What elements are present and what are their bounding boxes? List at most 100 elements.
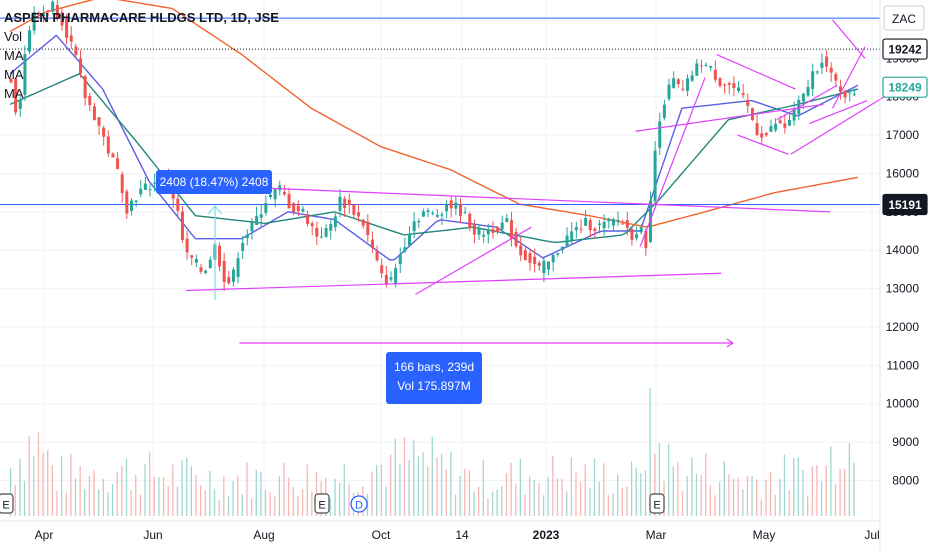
candle-body	[644, 230, 648, 249]
trendline[interactable]	[809, 100, 868, 125]
candle-body	[14, 78, 18, 113]
candle-body	[732, 83, 736, 89]
trendline[interactable]	[186, 272, 722, 292]
volume-bar	[732, 478, 735, 516]
measure-drawing[interactable]	[207, 205, 734, 348]
x-tick-label: Jun	[143, 528, 162, 542]
candle-body	[310, 223, 314, 227]
indicator-ma1-label[interactable]: MA	[4, 48, 24, 63]
volume-bar	[686, 476, 688, 516]
symbol-title[interactable]: ASPEN PHARMACARE HLDGS LTD, 1D, JSE	[4, 10, 279, 25]
price-badge[interactable]	[882, 38, 928, 60]
candle-body	[838, 86, 842, 92]
volume-bar	[51, 465, 54, 516]
y-tick-label: 10000	[886, 397, 920, 411]
volume-bar	[603, 463, 605, 516]
volume-bar	[552, 455, 554, 516]
measure-bars-badge[interactable]: 166 bars, 239d Vol 175.897M	[386, 352, 482, 404]
ma-line	[9, 72, 859, 244]
candle-body	[713, 69, 717, 80]
volume-bar	[65, 492, 67, 516]
volume-bar	[626, 486, 628, 516]
candle-body	[319, 236, 323, 238]
moving-averages	[9, 0, 859, 261]
volume-bar	[468, 470, 471, 516]
volume-bar	[797, 457, 800, 516]
currency-box[interactable]	[883, 5, 925, 31]
trendline[interactable]	[635, 103, 824, 132]
volume-bar	[422, 452, 424, 516]
candle-body	[686, 78, 690, 91]
trendline[interactable]	[832, 19, 866, 59]
candle-body	[384, 274, 388, 284]
price-badge[interactable]	[882, 193, 928, 216]
price-badge[interactable]	[882, 76, 928, 98]
trendline[interactable]	[415, 226, 532, 295]
candle-body	[551, 254, 555, 263]
candle-body	[37, 12, 41, 15]
candle-body	[143, 183, 147, 190]
candle-body	[426, 210, 430, 212]
earnings-marker[interactable]	[649, 493, 665, 514]
volume-bar	[765, 479, 767, 516]
volume-bar	[464, 468, 466, 516]
trendline[interactable]	[190, 184, 831, 213]
candle-body	[468, 213, 472, 228]
y-tick-label: 14000	[886, 243, 920, 257]
candle-body	[264, 203, 268, 213]
volume-bar	[74, 478, 77, 516]
indicator-volume-label[interactable]: Vol	[4, 29, 23, 44]
volume-bar	[677, 462, 679, 516]
candle-body	[718, 78, 722, 86]
volume-bars	[10, 388, 855, 516]
candle-body	[611, 219, 615, 226]
y-tick-label: 11000	[887, 358, 920, 372]
trendline[interactable]	[716, 53, 796, 90]
candle-body	[472, 224, 476, 235]
trendline[interactable]	[639, 77, 706, 247]
candle-body	[458, 204, 462, 216]
indicator-ma2-label[interactable]: MA	[4, 67, 24, 82]
candle-body	[496, 227, 500, 232]
trendline[interactable]	[790, 92, 891, 155]
candle-body	[28, 30, 32, 52]
indicator-ma3-label[interactable]: MA	[4, 86, 24, 101]
horizontal-levels[interactable]	[0, 17, 880, 206]
candle-body	[120, 174, 124, 194]
candle-body	[607, 218, 611, 222]
candle-body	[528, 253, 532, 263]
earnings-marker[interactable]	[314, 493, 330, 514]
earnings-marker[interactable]	[0, 493, 14, 514]
dividend-marker[interactable]	[350, 495, 368, 513]
volume-bar	[162, 476, 165, 516]
volume-bar	[403, 436, 406, 516]
candle-body	[825, 56, 829, 67]
volume-bar	[278, 476, 281, 516]
trendline[interactable]	[831, 46, 866, 109]
trendlines[interactable]	[186, 19, 891, 295]
candle-body	[398, 254, 402, 265]
volume-bar	[394, 438, 396, 516]
measure-change-badge[interactable]: 2408 (18.47%) 2408	[156, 170, 272, 194]
trendline[interactable]	[776, 84, 838, 121]
candle-body	[357, 212, 361, 217]
event-marker-label: D	[355, 500, 363, 512]
volume-bar	[450, 451, 452, 516]
candle-body	[51, 1, 55, 12]
volume-bar	[510, 462, 512, 516]
volume-bar	[301, 489, 304, 516]
price-badge-label: 15191	[888, 198, 922, 212]
volume-bar	[167, 485, 169, 516]
candle-body	[23, 54, 27, 95]
candle-body	[843, 90, 847, 98]
candle-body	[134, 200, 138, 202]
volume-bar	[459, 475, 461, 516]
volume-bar	[473, 491, 475, 516]
volume-bar	[705, 453, 707, 516]
volume-bar	[793, 458, 795, 516]
trendline[interactable]	[737, 134, 789, 155]
candle-body	[787, 119, 791, 126]
